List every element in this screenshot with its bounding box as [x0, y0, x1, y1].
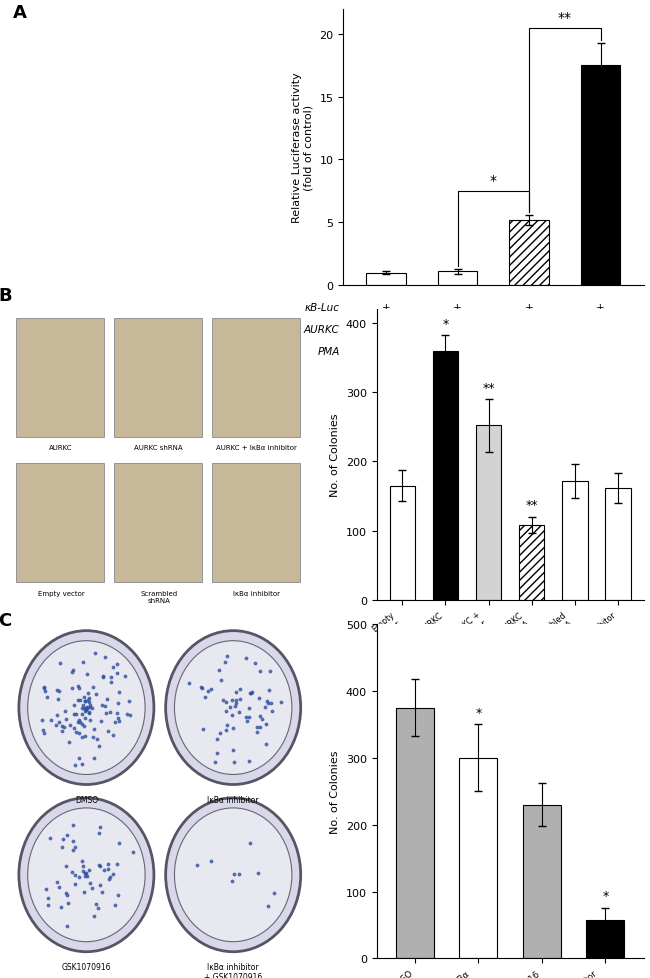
Text: **: **	[525, 499, 538, 511]
Y-axis label: Relative Luciferase activity
(fold of control): Relative Luciferase activity (fold of co…	[292, 72, 314, 223]
Y-axis label: No. of Colonies: No. of Colonies	[330, 414, 340, 497]
Bar	[16, 319, 104, 437]
Text: PMA: PMA	[317, 347, 340, 357]
Text: +: +	[596, 303, 605, 313]
Text: -: -	[384, 347, 388, 357]
Bar	[438, 272, 477, 286]
Text: Empty vector: Empty vector	[38, 590, 84, 597]
Circle shape	[166, 631, 301, 784]
Text: IκBα inhibitor: IκBα inhibitor	[207, 795, 259, 804]
Circle shape	[174, 641, 292, 775]
Text: -: -	[456, 347, 460, 357]
Bar	[367, 273, 406, 286]
Bar	[212, 319, 300, 437]
Bar	[510, 221, 549, 286]
Text: A: A	[13, 4, 27, 22]
Text: κB-Luc: κB-Luc	[305, 303, 340, 313]
Bar	[476, 426, 501, 600]
Circle shape	[166, 798, 301, 952]
Bar	[581, 67, 620, 286]
Text: Scrambled
shRNA: Scrambled shRNA	[140, 590, 177, 603]
Circle shape	[174, 808, 292, 942]
Bar	[519, 525, 545, 600]
Text: **: **	[558, 11, 572, 24]
Text: -: -	[384, 325, 388, 334]
Circle shape	[19, 631, 154, 784]
Text: +: +	[453, 325, 462, 334]
Bar	[562, 481, 588, 600]
Text: *: *	[490, 174, 497, 188]
Text: AURKC: AURKC	[304, 325, 340, 334]
Text: *: *	[475, 706, 482, 719]
Bar	[523, 805, 561, 958]
Text: +: +	[382, 303, 391, 313]
Text: *: *	[443, 318, 448, 331]
Bar	[389, 486, 415, 600]
Text: AURKC + IκBα inhibitor: AURKC + IκBα inhibitor	[216, 445, 297, 451]
Bar	[212, 464, 300, 583]
Text: +: +	[596, 325, 605, 334]
Text: DMSO: DMSO	[75, 795, 98, 804]
Text: AURKC shRNA: AURKC shRNA	[135, 445, 183, 451]
Circle shape	[28, 808, 145, 942]
Bar	[433, 351, 458, 600]
Bar	[460, 758, 497, 958]
Bar	[604, 488, 630, 600]
Bar	[16, 464, 104, 583]
Text: AURKC: AURKC	[49, 445, 73, 451]
Bar	[114, 464, 202, 583]
Text: -: -	[527, 325, 531, 334]
Text: +: +	[453, 303, 462, 313]
Text: +: +	[525, 303, 534, 313]
Y-axis label: No. of Colonies: No. of Colonies	[330, 750, 340, 833]
Text: C: C	[0, 611, 12, 629]
Text: GSK1070916: GSK1070916	[62, 961, 111, 971]
Text: +: +	[596, 347, 605, 357]
Bar	[586, 919, 625, 958]
Text: IκBα inhibitor
+ GSK1070916: IκBα inhibitor + GSK1070916	[204, 961, 263, 978]
Text: B: B	[0, 287, 12, 304]
Circle shape	[19, 798, 154, 952]
Bar	[396, 708, 434, 958]
Text: **: **	[482, 381, 495, 394]
Text: *: *	[603, 889, 608, 903]
Circle shape	[28, 641, 145, 775]
Text: +: +	[525, 347, 534, 357]
Bar	[114, 319, 202, 437]
Text: IκBα inhibitor: IκBα inhibitor	[233, 590, 280, 597]
